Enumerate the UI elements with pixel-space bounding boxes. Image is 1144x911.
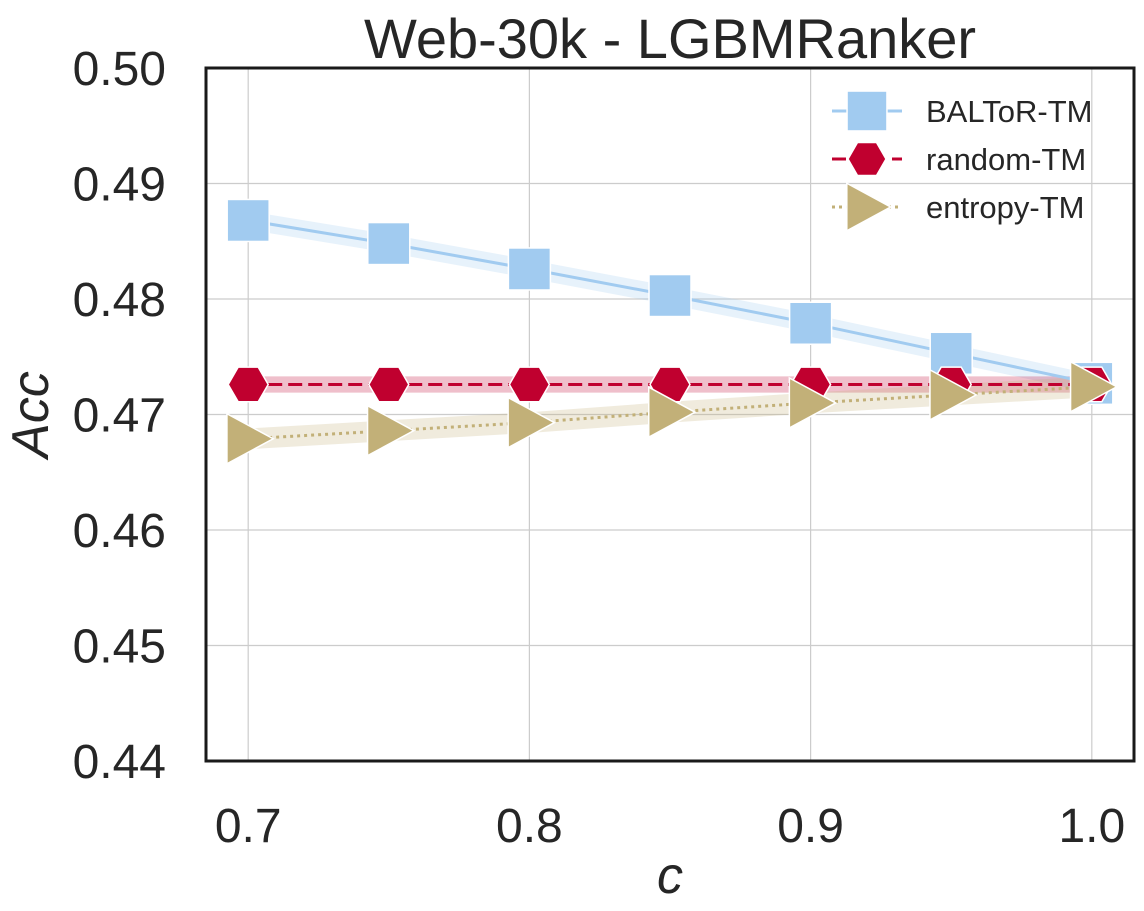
chart-title: Web-30k - LGBMRanker — [364, 7, 976, 70]
baltor-tm-point — [507, 247, 552, 291]
x-axis-label: c — [657, 847, 683, 905]
y-tick-label: 0.50 — [73, 43, 166, 96]
y-tick-label: 0.49 — [73, 159, 166, 212]
entropy-tm-point — [788, 376, 838, 430]
y-tick-label: 0.44 — [73, 736, 166, 789]
x-tick-label: 0.7 — [215, 800, 282, 853]
legend-baltor-tm-marker — [846, 90, 888, 132]
y-tick-label: 0.45 — [73, 621, 166, 674]
entropy-tm-point — [366, 404, 416, 457]
baltor-tm-point — [648, 273, 692, 318]
baltor-tm-point — [226, 198, 270, 243]
baltor-tm-point — [788, 301, 833, 346]
y-axis-label: Acc — [2, 371, 60, 461]
y-tick-label: 0.47 — [73, 390, 166, 443]
entropy-tm-point — [507, 396, 556, 449]
baltor-tm-point — [367, 221, 411, 266]
y-tick-labels: 0.44 0.45 0.46 0.47 0.48 0.49 0.50 — [73, 43, 166, 789]
plot-frame — [204, 66, 1136, 763]
legend-random-tm-label: random-TM — [926, 142, 1086, 177]
random-tm-point — [227, 366, 270, 403]
y-tick-label: 0.48 — [73, 274, 166, 327]
entropy-tm-point — [1069, 360, 1119, 414]
entropy-tm-point — [929, 368, 978, 422]
entropy-tm-point — [226, 412, 275, 466]
random-tm-point — [508, 366, 551, 403]
series-markers — [226, 198, 1119, 466]
x-tick-label: 0.8 — [496, 800, 563, 853]
legend-baltor-tm-label: BALToR-TM — [926, 94, 1093, 129]
legend-entropy-tm-marker — [846, 181, 893, 233]
legend: BALToR-TM random-TM entropy-TM — [832, 90, 1093, 233]
legend-random-tm-marker — [847, 141, 887, 177]
y-tick-label: 0.46 — [73, 505, 166, 558]
random-tm-point — [367, 366, 410, 403]
x-tick-label: 1.0 — [1058, 800, 1125, 853]
x-tick-label: 0.9 — [777, 800, 844, 853]
legend-entropy-tm-label: entropy-TM — [926, 190, 1084, 225]
x-tick-labels: 0.7 0.8 0.9 1.0 — [215, 800, 1125, 853]
entropy-tm-point — [648, 385, 697, 439]
